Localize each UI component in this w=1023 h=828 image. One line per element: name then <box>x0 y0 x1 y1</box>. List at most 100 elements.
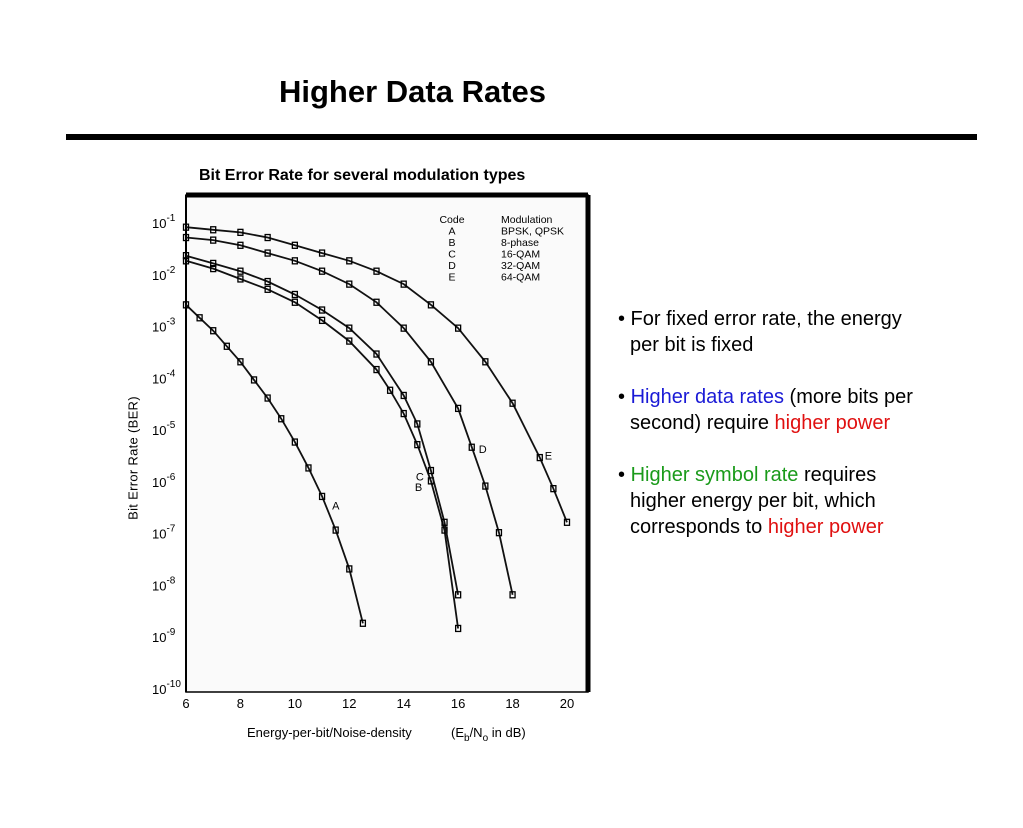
highlight-higher-data-rates: Higher data rates <box>630 386 784 408</box>
bullet-text-cont: second) require higher power <box>618 410 998 436</box>
data-point-c <box>346 324 353 332</box>
data-point-d <box>318 267 326 275</box>
chart-title: Bit Error Rate for several modulation ty… <box>199 167 526 184</box>
data-point-d <box>210 236 217 244</box>
data-point-e <box>563 518 571 526</box>
bullet-marker: • <box>618 386 631 408</box>
bullet-text: requires <box>798 464 877 486</box>
data-point-a <box>318 492 326 501</box>
data-point-c <box>427 466 435 475</box>
bullet-text: second) require <box>630 412 775 434</box>
y-tick-label: 10-3 <box>152 317 176 335</box>
data-point-e <box>550 485 557 493</box>
y-tick-label: 10-6 <box>152 472 176 490</box>
data-point-d <box>495 529 503 537</box>
data-point-d <box>400 324 407 332</box>
bullet-higher-data-rates: • Higher data rates (more bits per secon… <box>618 384 998 436</box>
data-point-a <box>237 358 244 366</box>
y-tick-label: 10-1 <box>152 213 176 231</box>
data-point-e <box>346 257 353 265</box>
data-point-a <box>305 464 312 472</box>
x-axis-unit: (Eb/No in dB) <box>451 725 526 744</box>
data-point-e <box>210 226 217 234</box>
data-point-b <box>210 264 217 273</box>
data-point-a <box>210 327 217 335</box>
x-unit-sub-b: b <box>464 733 470 744</box>
x-unit-sub-o: o <box>482 733 489 744</box>
data-point-e <box>454 324 462 332</box>
data-point-b <box>400 409 407 418</box>
data-point-d <box>427 358 435 366</box>
curve-label-d: D <box>479 444 487 456</box>
x-unit-mid: /N <box>469 725 483 740</box>
data-point-c <box>414 420 421 428</box>
legend-code-b: B <box>448 237 455 249</box>
bullet-higher-symbol-rate: • Higher symbol rate requires higher ene… <box>618 462 998 540</box>
series-line-d <box>185 236 514 595</box>
bullet-list: • For fixed error rate, the energy per b… <box>618 306 998 566</box>
data-point-a <box>264 394 271 402</box>
data-point-b <box>414 440 421 449</box>
bullet-text: (more bits per <box>783 386 913 408</box>
highlight-higher-power: higher power <box>767 516 884 538</box>
data-point-a <box>250 376 258 384</box>
data-point-c <box>182 252 190 260</box>
series-line-b <box>185 259 459 629</box>
legend-code-a: A <box>448 226 455 238</box>
data-point-d <box>346 280 353 288</box>
data-point-b <box>291 298 299 306</box>
data-point-c <box>454 591 462 599</box>
data-point-a <box>332 526 339 534</box>
data-point-b <box>454 624 462 633</box>
x-tick-label: 18 <box>505 696 519 711</box>
curve-label-a: A <box>332 501 340 513</box>
bullet-fixed-error-rate: • For fixed error rate, the energy per b… <box>618 306 998 358</box>
x-axis-label: Energy-per-bit/Noise-density <box>247 725 412 740</box>
legend-code-c: C <box>448 249 456 261</box>
curve-label-c: C <box>416 472 424 484</box>
bullet-text-cont: higher energy per bit, which <box>630 490 876 512</box>
data-point-a <box>196 314 203 322</box>
data-point-e <box>291 241 299 249</box>
x-tick-label: 8 <box>237 696 244 711</box>
x-tick-label: 6 <box>182 696 189 711</box>
data-point-a <box>223 342 230 350</box>
data-point-a <box>346 565 353 573</box>
y-tick-label: 10-7 <box>152 524 176 542</box>
curve-label-e: E <box>545 451 552 463</box>
y-tick-label: 10-10 <box>152 679 181 697</box>
data-point-d <box>468 443 475 451</box>
curve-label-b: B <box>415 482 422 494</box>
data-point-d <box>373 298 380 306</box>
x-unit-prefix: (E <box>451 725 464 740</box>
data-point-e <box>264 233 271 242</box>
data-point-b <box>373 365 380 374</box>
data-point-c <box>400 391 407 400</box>
y-axis-label: Bit Error Rate (BER) <box>125 396 141 520</box>
y-tick-label: 10-5 <box>152 420 176 438</box>
data-point-e <box>182 223 190 231</box>
data-point-e <box>509 399 516 407</box>
y-tick-label: 10-4 <box>152 368 176 386</box>
data-point-c <box>441 518 448 526</box>
data-point-c <box>291 290 299 299</box>
x-tick-label: 12 <box>342 696 356 711</box>
data-point-c <box>318 306 326 314</box>
series-line-c <box>185 254 459 595</box>
legend-modulation-b: 8-phase <box>501 237 539 249</box>
legend-modulation-e: 64-QAM <box>501 272 540 284</box>
data-point-b <box>346 337 353 345</box>
data-point-d <box>182 233 190 242</box>
data-point-e <box>400 280 407 288</box>
bullet-text: • For fixed error rate, the energy <box>618 308 902 330</box>
x-tick-label: 20 <box>560 696 574 711</box>
data-point-c <box>264 277 271 286</box>
data-point-b <box>264 285 271 293</box>
data-point-d <box>482 482 489 490</box>
legend-code-e: E <box>448 272 455 284</box>
data-point-e <box>536 453 543 462</box>
legend-modulation-d: 32-QAM <box>501 260 540 272</box>
data-point-d <box>454 404 462 413</box>
title-divider <box>66 134 977 140</box>
